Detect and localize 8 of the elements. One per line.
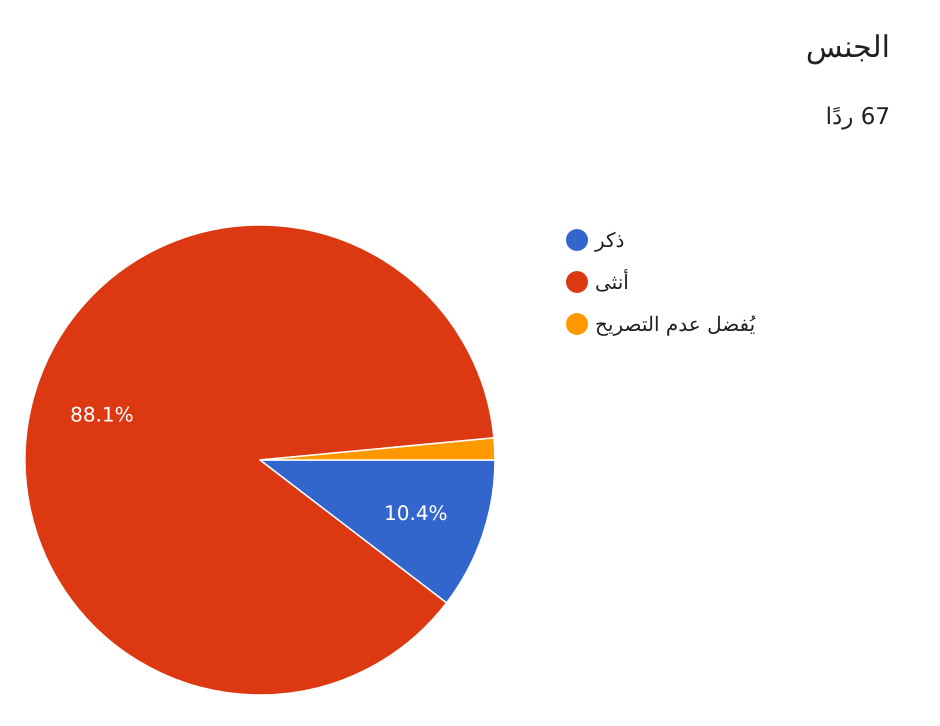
text: الجنس	[806, 30, 890, 65]
legend-label: يُفضل عدم التصريح	[595, 312, 756, 336]
data-label: 10.4%	[384, 500, 448, 525]
legend-label: أنثى	[595, 269, 629, 294]
text: 67 ردًا	[826, 104, 890, 130]
pie-slice	[24, 224, 495, 696]
legend-label: ذكر	[594, 228, 624, 252]
data-label: 88.1%	[70, 402, 134, 427]
